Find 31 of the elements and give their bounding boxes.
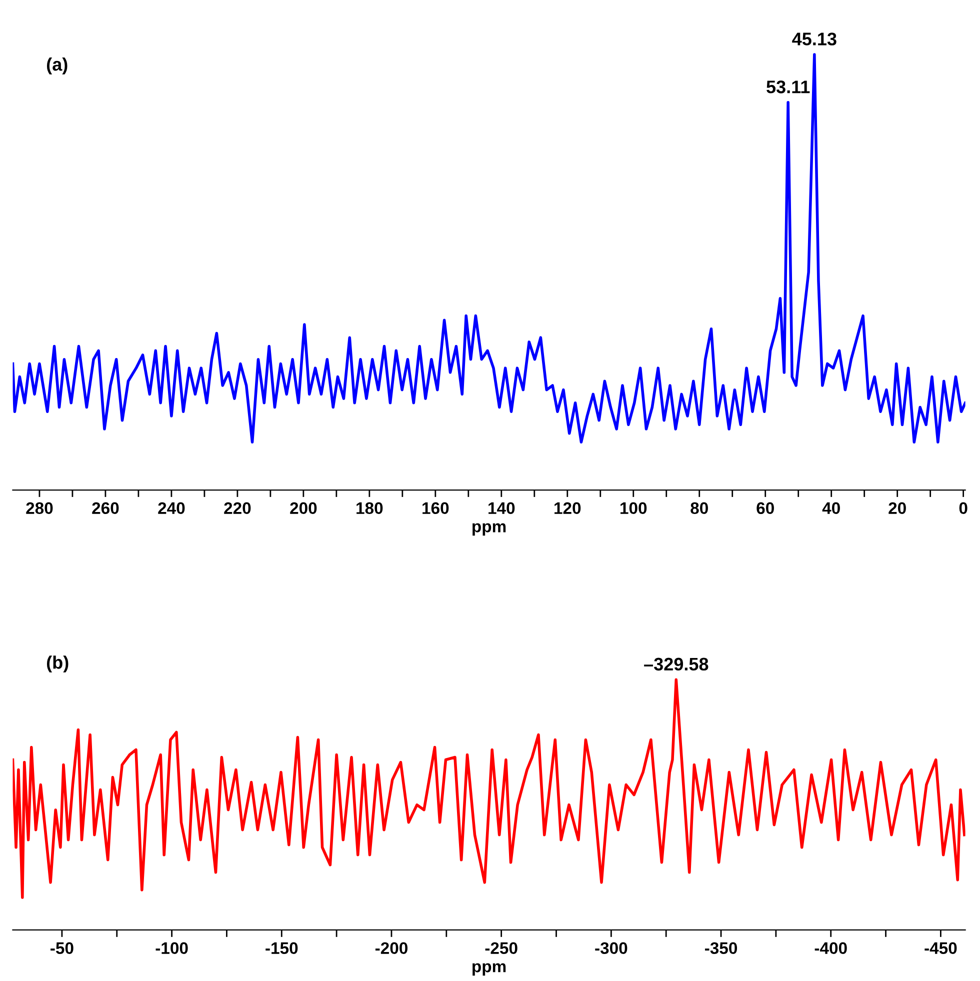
x-tick-label: 240	[158, 502, 185, 514]
x-axis-title: ppm	[472, 963, 506, 976]
x-tick-label: 0	[959, 502, 968, 514]
x-tick-label: -450	[924, 942, 957, 954]
x-tick-label: -350	[704, 942, 738, 954]
x-tick-label: 20	[888, 502, 906, 514]
x-tick-label: -250	[485, 942, 518, 954]
x-tick-label: 100	[620, 502, 647, 514]
text: (b)	[46, 656, 68, 672]
x-tick-label: 160	[422, 502, 449, 514]
x-tick-label: -400	[814, 942, 847, 954]
x-tick-label: -50	[50, 942, 74, 954]
annotation: 45.13	[792, 32, 836, 46]
x-tick-label: 120	[554, 502, 581, 514]
x-axis-title: ppm	[472, 523, 506, 536]
x-tick-label: -300	[595, 942, 628, 954]
x-tick-label: 280	[26, 502, 53, 514]
x-tick-label: -150	[266, 942, 298, 954]
x-tick-label: -100	[156, 942, 188, 954]
annotation: 53.11	[766, 80, 810, 94]
x-tick-label: 140	[488, 502, 515, 514]
x-tick-label: 220	[224, 502, 251, 514]
x-tick-label: 40	[822, 502, 840, 514]
x-tick-label: -200	[375, 942, 408, 954]
x-tick-label: 260	[92, 502, 119, 514]
x-tick-label: 180	[356, 502, 383, 514]
annotation: (a)	[46, 58, 68, 74]
x-tick-label: 200	[290, 502, 317, 514]
x-tick-label: 60	[756, 502, 774, 514]
x-tick-label: 80	[690, 502, 708, 514]
annotation: –329.58	[644, 658, 708, 671]
